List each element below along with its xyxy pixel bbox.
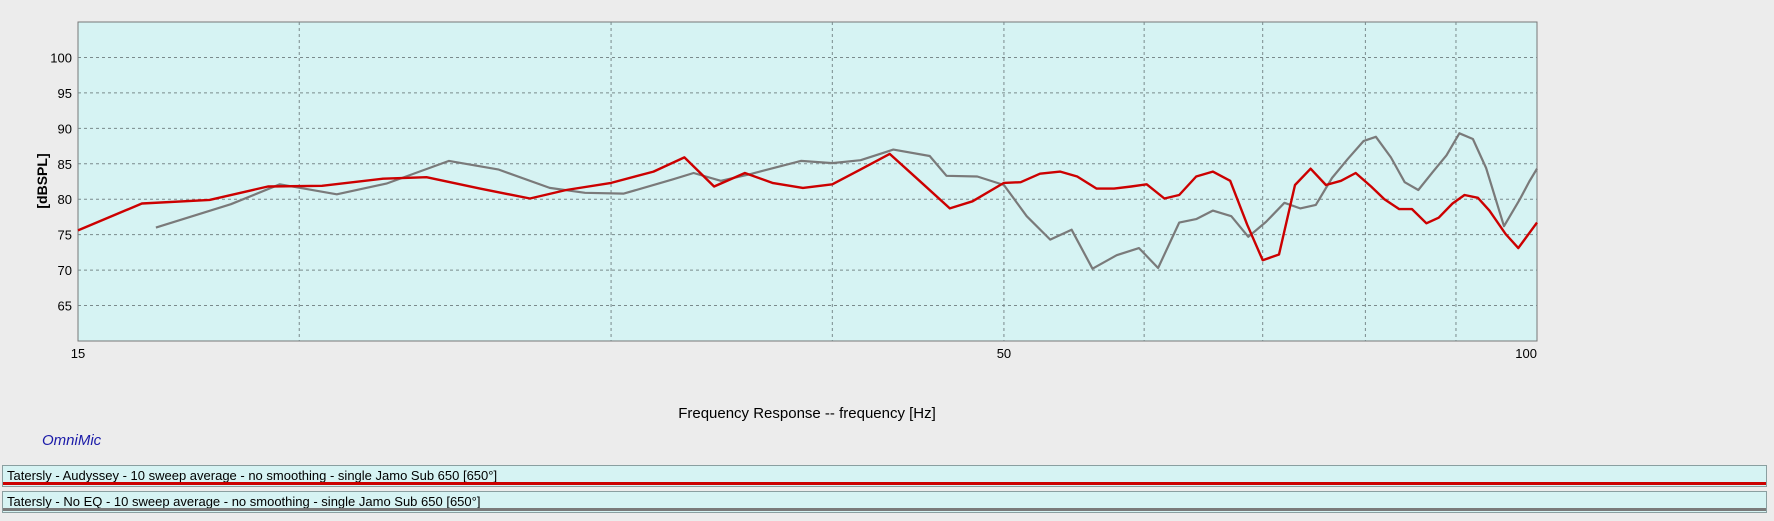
brand-label: OmniMic bbox=[42, 432, 102, 449]
x-axis-title: Frequency Response -- frequency [Hz] bbox=[678, 405, 936, 422]
series-line-audyssey bbox=[77, 152, 1538, 262]
x-tick-label: 50 bbox=[997, 346, 1011, 361]
x-tick-label: 100 bbox=[1515, 346, 1537, 361]
chart-panel: 65 70 75 80 85 90 95 100 15 50 100 Frequency Resp… bbox=[34, 21, 1538, 449]
legend-entry-no-eq[interactable]: Tatersly - No EQ - 10 sweep average - no… bbox=[2, 491, 1767, 513]
plot-area bbox=[77, 21, 1538, 342]
legend-entry-audyssey[interactable]: Tatersly - Audyssey - 10 sweep average -… bbox=[2, 465, 1767, 487]
legend-swatch-audyssey bbox=[3, 482, 1766, 485]
x-tick-labels: 15 50 100 bbox=[71, 346, 1537, 361]
y-tick-label: 95 bbox=[58, 86, 72, 101]
y-tick-label: 75 bbox=[58, 228, 72, 243]
y-tick-label: 90 bbox=[58, 121, 72, 136]
y-axis-title: [dBSPL] bbox=[34, 153, 50, 208]
frequency-response-chart: 65 70 75 80 85 90 95 100 15 50 100 Frequency Resp… bbox=[34, 21, 1538, 422]
legend-swatch-no-eq bbox=[3, 508, 1766, 511]
y-tick-labels: 65 70 75 80 85 90 95 100 bbox=[50, 50, 72, 313]
series-line-no-eq bbox=[155, 132, 1538, 270]
grid-lines bbox=[78, 22, 1537, 341]
y-tick-label: 85 bbox=[58, 157, 72, 172]
y-tick-label: 100 bbox=[50, 50, 72, 65]
x-tick-label: 15 bbox=[71, 346, 85, 361]
legend-label-audyssey: Tatersly - Audyssey - 10 sweep average -… bbox=[7, 468, 498, 483]
y-tick-label: 65 bbox=[58, 299, 72, 314]
y-tick-label: 70 bbox=[58, 263, 72, 278]
series-lines bbox=[77, 132, 1538, 270]
y-tick-label: 80 bbox=[58, 192, 72, 207]
legend-label-no-eq: Tatersly - No EQ - 10 sweep average - no… bbox=[7, 494, 481, 509]
